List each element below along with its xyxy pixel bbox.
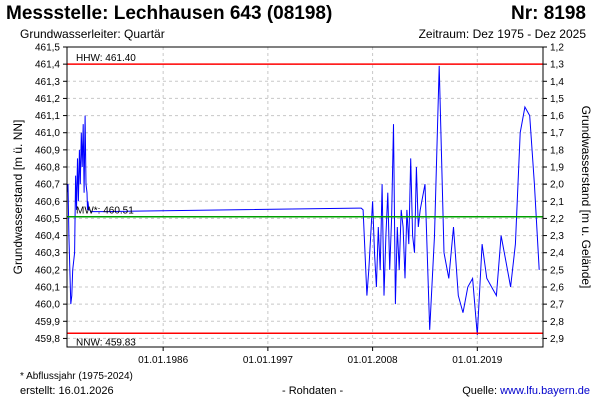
y2-tick-label: 1,9 bbox=[550, 163, 564, 174]
y2-tick-label: 2,0 bbox=[550, 180, 564, 191]
reference-label: MW*: 460.51 bbox=[76, 206, 134, 217]
y2-tick-label: 2,9 bbox=[550, 334, 564, 345]
series-line bbox=[66, 65, 540, 336]
y2-tick-label: 2,1 bbox=[550, 197, 564, 208]
plot-area bbox=[67, 47, 543, 347]
footnote: * Abflussjahr (1975-2024) bbox=[20, 371, 133, 382]
y-axis-title: Grundwasserstand [m ü. NN] bbox=[11, 120, 25, 275]
x-tick-label: 01.01.1997 bbox=[243, 355, 293, 366]
y2-tick-label: 1,3 bbox=[550, 60, 564, 71]
raw-data-label: - Rohdaten - bbox=[282, 385, 344, 397]
y2-tick-label: 1,8 bbox=[550, 145, 564, 156]
y-tick-label: 461,1 bbox=[35, 111, 60, 122]
y2-axis-title: Grundwasserstand [m u. Gelände] bbox=[579, 106, 593, 289]
y2-tick-label: 2,8 bbox=[550, 317, 564, 328]
y-tick-label: 461,3 bbox=[35, 77, 60, 88]
y2-tick-label: 1,2 bbox=[550, 43, 564, 54]
source: Quelle: www.lfu.bayern.de bbox=[462, 385, 590, 397]
y2-tick-label: 1,4 bbox=[550, 77, 564, 88]
x-tick-label: 01.01.1986 bbox=[138, 355, 188, 366]
y-tick-label: 461,5 bbox=[35, 43, 60, 54]
y-tick-label: 460,3 bbox=[35, 248, 60, 259]
page-title: Messstelle: Lechhausen 643 (08198) bbox=[6, 3, 333, 24]
reference-label: HHW: 461.40 bbox=[76, 53, 136, 64]
y2-tick-label: 2,4 bbox=[550, 248, 564, 259]
y-tick-label: 460,2 bbox=[35, 265, 60, 276]
x-tick-label: 01.01.2019 bbox=[452, 355, 502, 366]
y2-tick-label: 1,7 bbox=[550, 128, 564, 139]
y-tick-label: 460,6 bbox=[35, 197, 60, 208]
station-number: Nr: 8198 bbox=[511, 3, 586, 24]
y2-tick-label: 2,6 bbox=[550, 283, 564, 294]
y2-tick-label: 2,7 bbox=[550, 300, 564, 311]
y-tick-label: 460,0 bbox=[35, 300, 60, 311]
y-tick-label: 461,2 bbox=[35, 94, 60, 105]
plot-frame bbox=[66, 46, 544, 348]
y-tick-label: 461,0 bbox=[35, 128, 60, 139]
y2-tick-label: 2,3 bbox=[550, 231, 564, 242]
period-label: Zeitraum: Dez 1975 - Dez 2025 bbox=[418, 27, 586, 41]
y-tick-label: 460,4 bbox=[35, 231, 60, 242]
y-tick-label: 460,7 bbox=[35, 180, 60, 191]
x-tick-label: 01.01.2008 bbox=[348, 355, 398, 366]
y-tick-label: 459,9 bbox=[35, 317, 60, 328]
y2-tick-label: 2,2 bbox=[550, 214, 564, 225]
y2-tick-label: 2,5 bbox=[550, 265, 564, 276]
y-tick-label: 459,8 bbox=[35, 334, 60, 345]
y-tick-label: 460,8 bbox=[35, 163, 60, 174]
y-tick-label: 461,4 bbox=[35, 60, 60, 71]
y2-tick-label: 1,6 bbox=[550, 111, 564, 122]
aquifer-label: Grundwasserleiter: Quartär bbox=[20, 27, 165, 41]
reference-label: NNW: 459.83 bbox=[76, 337, 136, 348]
y2-tick-label: 1,5 bbox=[550, 94, 564, 105]
y-tick-label: 460,1 bbox=[35, 283, 60, 294]
source-link[interactable]: www.lfu.bayern.de bbox=[500, 385, 590, 397]
created-date: erstellt: 16.01.2026 bbox=[20, 385, 114, 397]
y-tick-label: 460,5 bbox=[35, 214, 60, 225]
source-label: Quelle: bbox=[462, 385, 498, 397]
y-tick-label: 460,9 bbox=[35, 145, 60, 156]
